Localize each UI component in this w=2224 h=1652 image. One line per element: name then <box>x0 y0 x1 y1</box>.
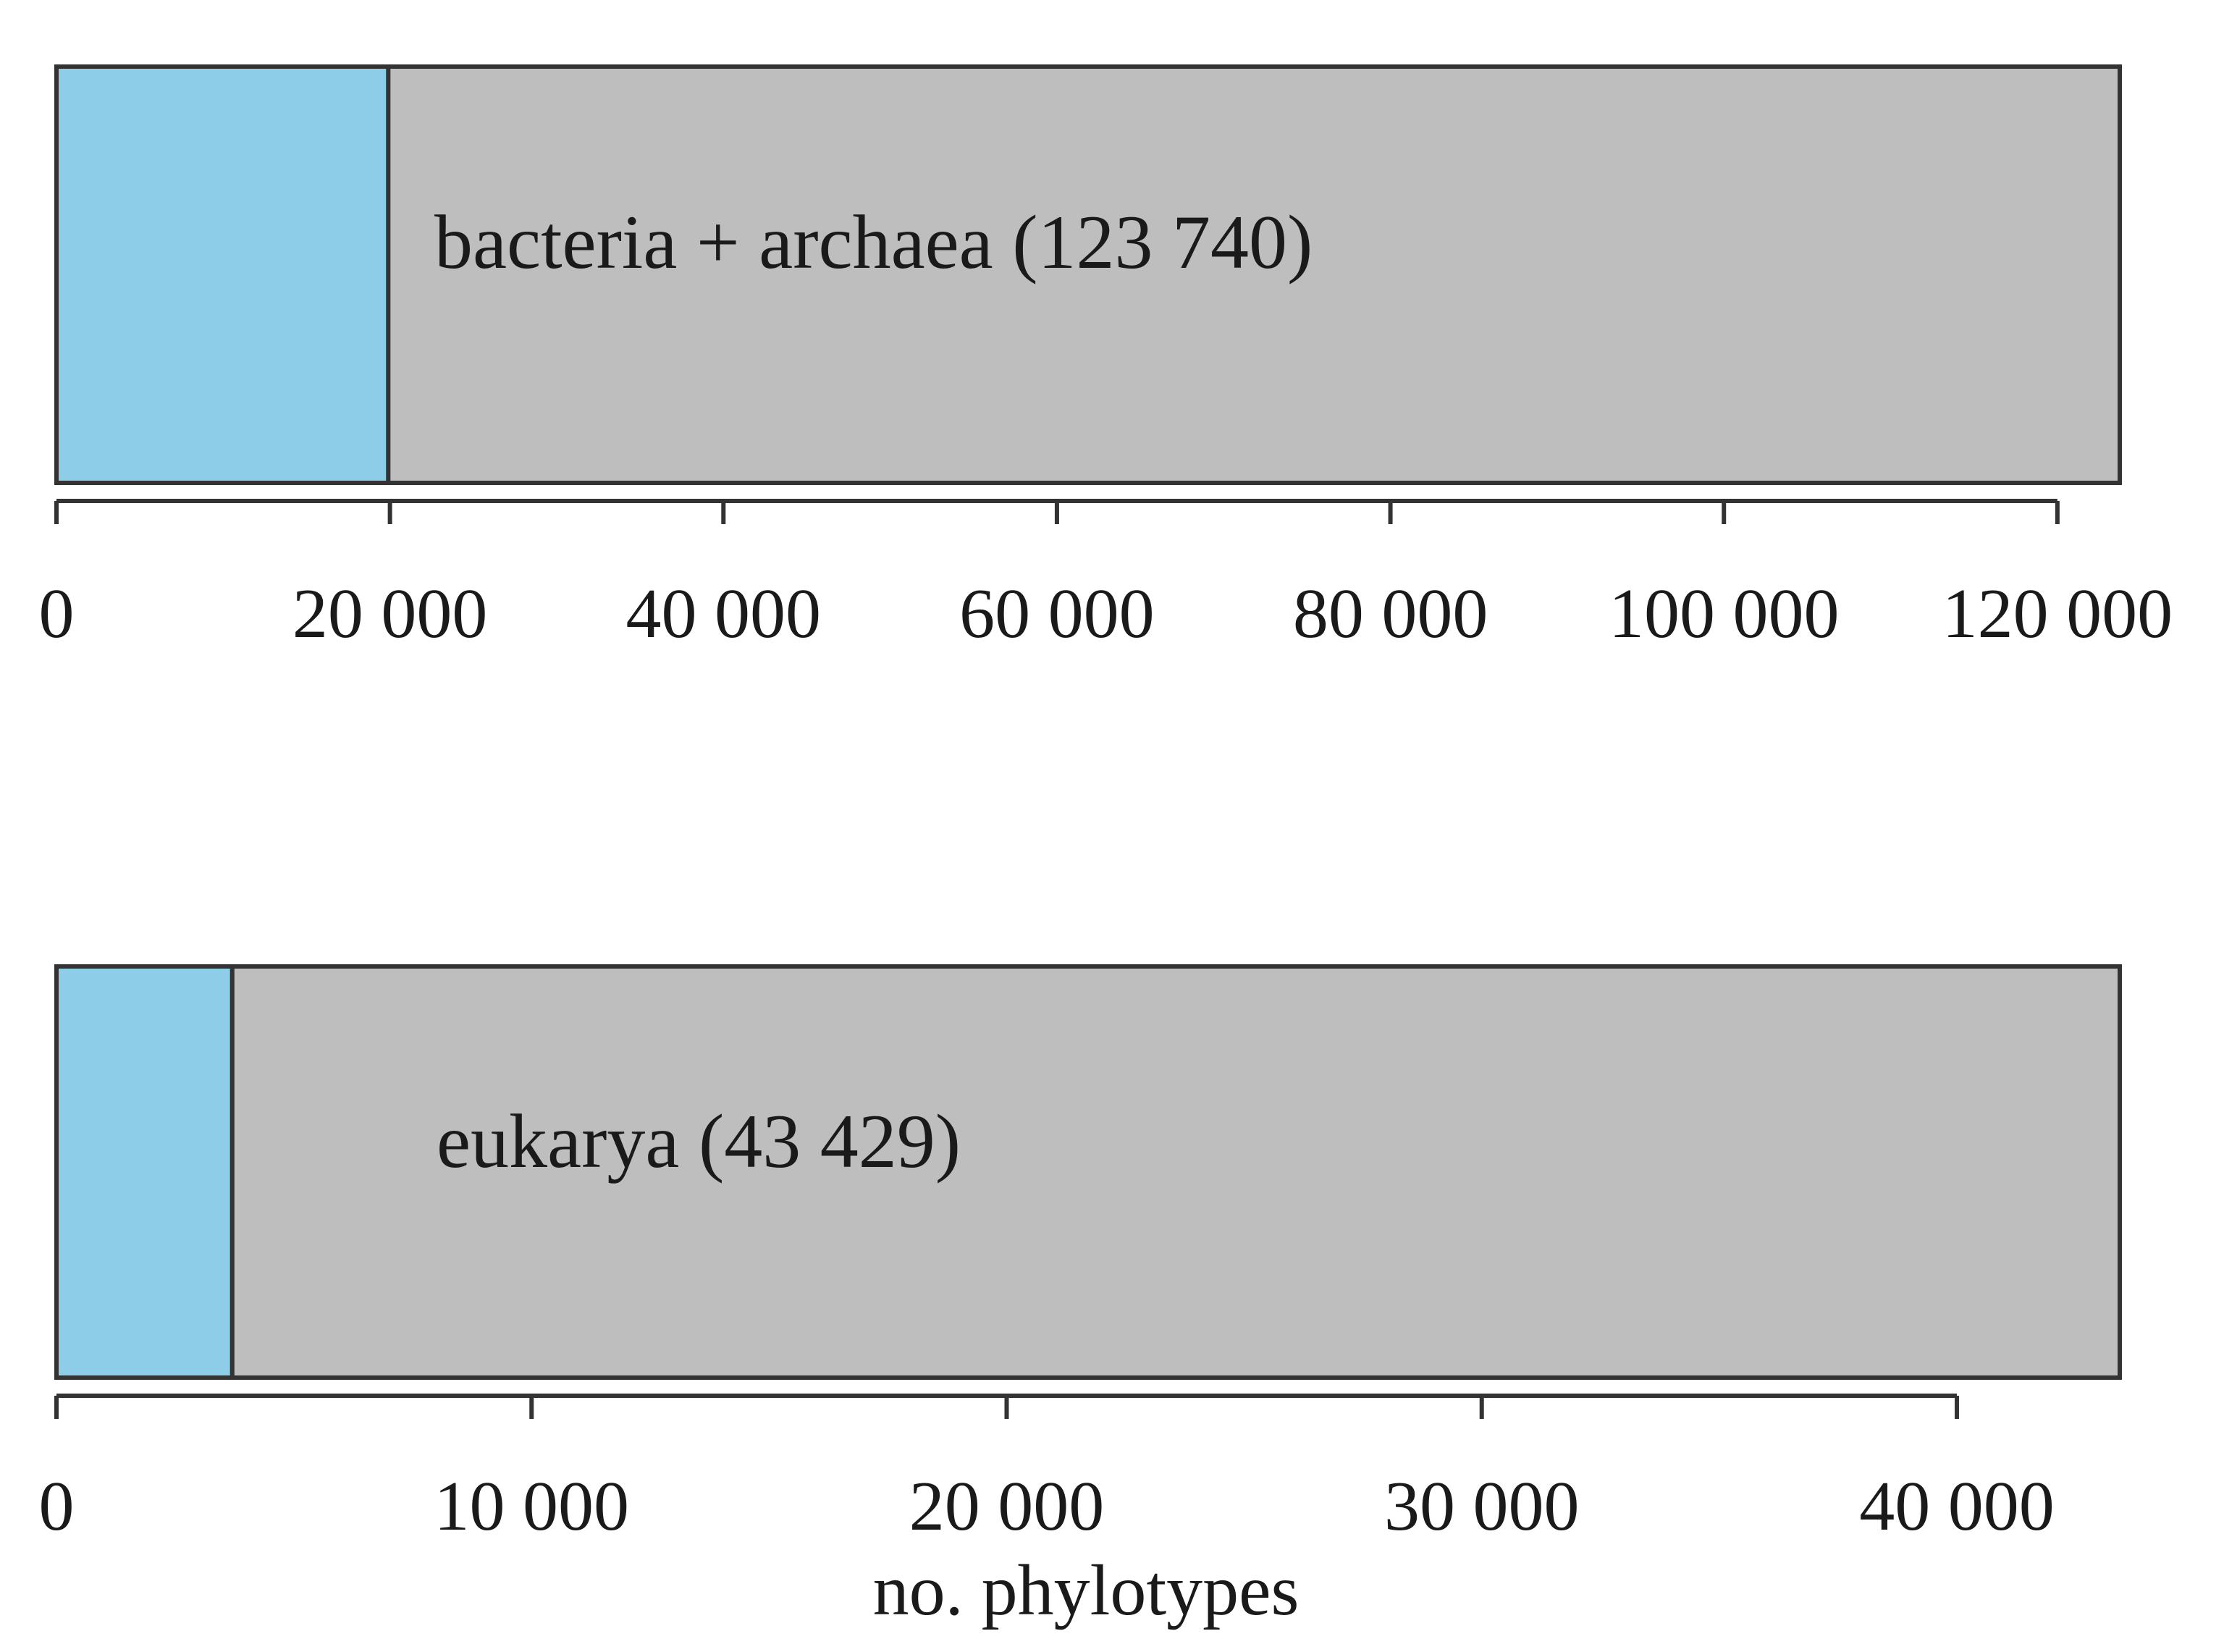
x-tick-label: 10 000 <box>434 1467 629 1546</box>
panel-bacteria-archaea: bacteria + archaea (123 740) 0 20 000 40 0… <box>39 64 2173 653</box>
bar-group <box>54 64 2122 485</box>
x-tick-label: 20 000 <box>909 1467 1105 1546</box>
bar-label: eukarya (43 429) <box>437 1099 961 1184</box>
panel-eukarya: eukarya (43 429) 0 10 000 20 000 30 000 40 0… <box>39 964 2123 1630</box>
x-tick-label: 30 000 <box>1384 1467 1580 1546</box>
bar-group <box>54 964 2123 1380</box>
x-tick-label: 100 000 <box>1609 575 1840 653</box>
x-axis: 0 20 000 40 000 60 000 80 000 100 000 120 000 <box>39 499 2173 653</box>
x-tick-label: 40 000 <box>1859 1467 2055 1546</box>
bar-label: bacteria + archaea (123 740) <box>434 200 1313 285</box>
x-tick-label: 40 000 <box>626 575 822 653</box>
x-axis: 0 10 000 20 000 30 000 40 000 <box>39 1394 2055 1546</box>
x-tick-label: 80 000 <box>1293 575 1488 653</box>
bar-segment-remainder <box>386 64 2122 485</box>
x-tick-label: 0 <box>39 575 75 653</box>
x-tick-label: 20 000 <box>292 575 488 653</box>
bar-segment-highlight <box>54 64 391 485</box>
bar-segment-remainder <box>229 964 2123 1380</box>
x-tick-label: 120 000 <box>1942 575 2173 653</box>
x-tick-label: 0 <box>39 1467 75 1546</box>
x-tick-label: 60 000 <box>959 575 1155 653</box>
bar-segment-highlight <box>54 964 235 1380</box>
x-axis-title: no. phylotypes <box>873 1550 1300 1630</box>
